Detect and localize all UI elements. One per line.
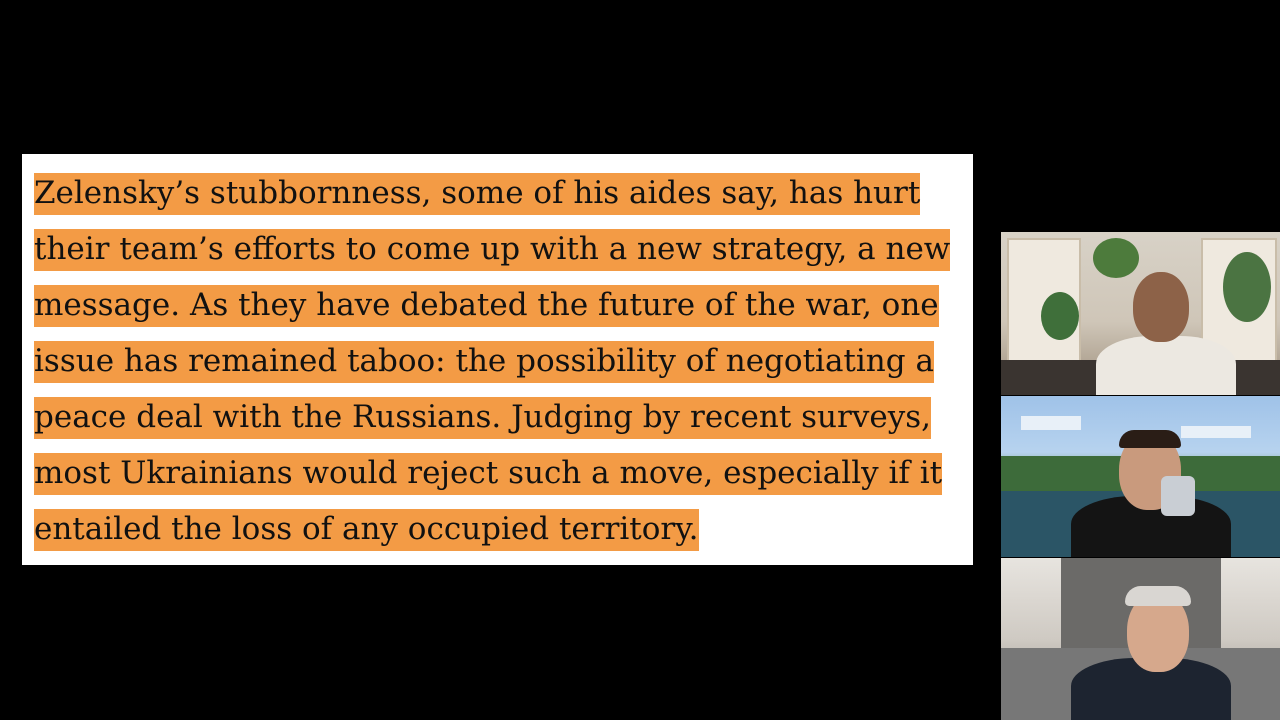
quote-line-4: issue has remained taboo: the possibilit…	[34, 339, 934, 383]
drink-can	[1161, 476, 1195, 516]
quote-line-1: Zelensky’s stubbornness, some of his aid…	[34, 171, 921, 215]
video-tile-1[interactable]	[1001, 232, 1280, 395]
quote-line-7: entailed the loss of any occupied territ…	[34, 507, 699, 551]
plant	[1041, 292, 1079, 340]
participant-3-hair	[1125, 586, 1191, 606]
quote-line-2: their team’s efforts to come up with a n…	[34, 227, 951, 271]
participant-1-body	[1096, 336, 1236, 395]
quote-line-5: peace deal with the Russians. Judging by…	[34, 395, 931, 439]
participant-2-hair	[1119, 430, 1181, 448]
quote-line-3: message. As they have debated the future…	[34, 283, 939, 327]
game-cloud	[1021, 416, 1081, 430]
game-cloud	[1181, 426, 1251, 438]
video-tile-2[interactable]	[1001, 396, 1280, 557]
participant-1-head	[1133, 272, 1189, 342]
plant	[1223, 252, 1271, 322]
quote-line-6: most Ukrainians would reject such a move…	[34, 451, 943, 495]
video-tile-3[interactable]	[1001, 558, 1280, 720]
plant	[1093, 238, 1139, 278]
quote-card: Zelensky’s stubbornness, some of his aid…	[22, 154, 973, 565]
